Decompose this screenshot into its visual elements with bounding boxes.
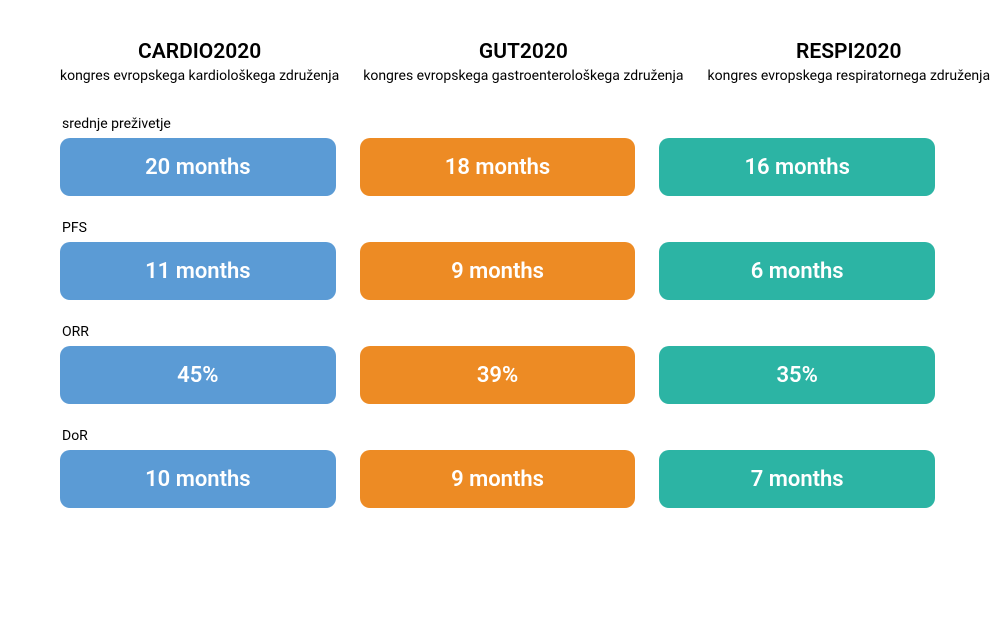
column-subtitle: kongres evropskega respiratornega združe… [708,68,991,84]
metric-cell: 39% [360,346,636,404]
column-subtitle: kongres evropskega kardiološkega združen… [60,68,339,84]
metric-row: PFS 11 months 9 months 6 months [60,220,935,300]
metric-label: PFS [60,220,935,236]
metric-cell: 9 months [360,450,636,508]
column-title: CARDIO2020 [138,40,261,64]
metric-row: srednje preživetje 20 months 18 months 1… [60,116,935,196]
metric-row: DoR 10 months 9 months 7 months [60,428,935,508]
metric-cell: 11 months [60,242,336,300]
metric-cell: 6 months [659,242,935,300]
column-title: RESPI2020 [796,40,902,64]
metric-label: srednje preživetje [60,116,935,132]
metric-cell: 9 months [360,242,636,300]
metric-row: ORR 45% 39% 35% [60,324,935,404]
metric-cell: 45% [60,346,336,404]
column-header: RESPI2020 kongres evropskega respiratorn… [708,40,991,84]
column-title: GUT2020 [479,40,568,64]
metric-cell: 20 months [60,138,336,196]
column-header: CARDIO2020 kongres evropskega kardiološk… [60,40,339,84]
metric-label: ORR [60,324,935,340]
metric-label: DoR [60,428,935,444]
column-header: GUT2020 kongres evropskega gastroenterol… [363,40,683,84]
comparison-table: CARDIO2020 kongres evropskega kardiološk… [60,40,935,508]
column-headers: CARDIO2020 kongres evropskega kardiološk… [60,40,935,84]
metric-cell: 35% [659,346,935,404]
metric-cell: 18 months [360,138,636,196]
metric-cell: 7 months [659,450,935,508]
column-subtitle: kongres evropskega gastroenterološkega z… [363,68,683,84]
metric-cell: 16 months [659,138,935,196]
metric-cell: 10 months [60,450,336,508]
